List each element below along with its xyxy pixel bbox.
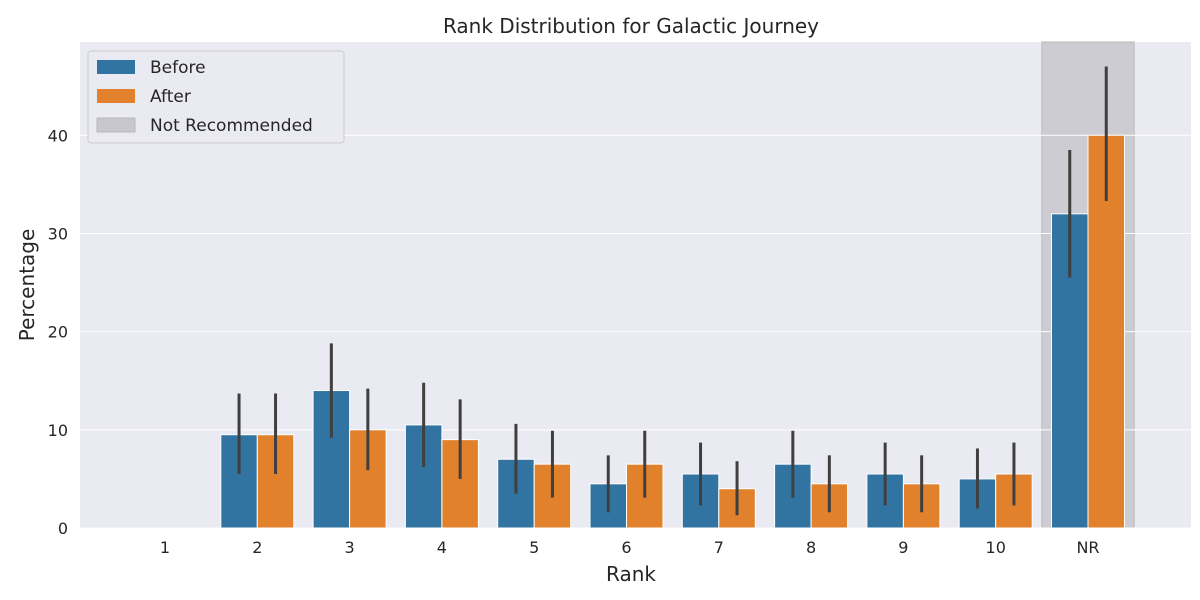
x-tick-label: 8 [806, 538, 816, 557]
legend: Before After Not Recommended [87, 50, 345, 144]
x-tick-label: 5 [529, 538, 539, 557]
legend-swatch-not-recommended [96, 117, 136, 133]
chart-title: Rank Distribution for Galactic Journey [443, 14, 819, 38]
x-tick-label: 6 [621, 538, 631, 557]
legend-label-before: Before [150, 58, 206, 78]
legend-swatch-before [97, 60, 135, 74]
y-axis-title: Percentage [15, 229, 39, 342]
x-axis-title: Rank [606, 562, 656, 586]
legend-label-after: After [150, 87, 191, 107]
y-tick-label: 20 [48, 323, 68, 342]
x-tick-label: 3 [345, 538, 355, 557]
y-tick-label: 10 [48, 421, 68, 440]
x-tick-label: 2 [252, 538, 262, 557]
y-tick-label: 40 [48, 126, 68, 145]
x-tick-label: 9 [898, 538, 908, 557]
y-tick-label: 30 [48, 224, 68, 243]
y-tick-label: 0 [58, 519, 68, 538]
x-tick-label: 4 [437, 538, 447, 557]
legend-label-not-recommended: Not Recommended [150, 116, 313, 136]
x-tick-label: 1 [160, 538, 170, 557]
legend-box [87, 50, 345, 144]
x-tick-label: 7 [714, 538, 724, 557]
legend-swatch-after [97, 89, 135, 103]
x-tick-label: NR [1076, 538, 1099, 557]
x-tick-label: 10 [986, 538, 1006, 557]
